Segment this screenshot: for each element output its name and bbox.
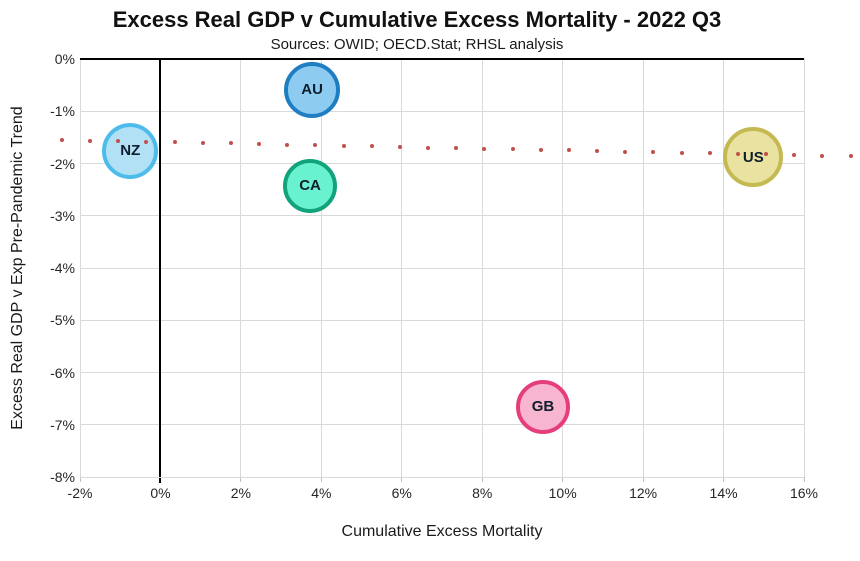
y-tick-label: -8% [50, 469, 75, 485]
x-tick-label: -2% [67, 485, 93, 501]
plot-area: NZ AU CA GB US [59, 58, 853, 483]
horizontal-gridline [80, 476, 804, 478]
trendline-dot [595, 148, 600, 153]
vertical-gridline [803, 59, 805, 477]
trendline-dot [369, 144, 374, 149]
x-tick-mark [642, 477, 644, 482]
bubble-label: CA [299, 177, 321, 195]
horizontal-gridline [80, 110, 804, 112]
y-tick-label: -6% [50, 364, 75, 381]
x-tick-label: 16% [789, 485, 819, 501]
trendline-dot [820, 153, 825, 158]
trendline-dot [257, 142, 262, 147]
bubble-NZ: NZ [102, 122, 159, 179]
trendline-dot [707, 151, 712, 156]
y-tick-label: -4% [50, 260, 75, 276]
y-tick-label: -3% [50, 207, 75, 224]
bubble-CA: CA [283, 158, 338, 213]
trendline-dot [764, 152, 769, 157]
y-tick-label: -7% [50, 416, 75, 433]
trendline-dot [116, 139, 121, 144]
bubble-label: US [742, 148, 764, 166]
x-tick-mark [723, 477, 725, 482]
x-zero-axis-line [159, 59, 162, 477]
x-tick-mark [562, 477, 564, 482]
horizontal-gridline [80, 215, 804, 217]
y-tick-label: 0% [54, 51, 75, 67]
x-tick-mark [803, 477, 805, 482]
trendline-dot [510, 147, 515, 152]
y-zero-axis-line [80, 58, 804, 60]
x-tick-mark [320, 477, 322, 482]
horizontal-gridline [80, 319, 804, 321]
x-tick-label: 14% [709, 485, 738, 501]
x-tick-label: 4% [311, 485, 332, 501]
trendline-dot [735, 151, 740, 156]
trendline-dot [397, 144, 402, 149]
trendline-dot [623, 149, 628, 154]
trendline-dot [651, 150, 656, 155]
y-tick-label: -1% [50, 103, 75, 120]
x-tick-label: 8% [472, 485, 493, 501]
horizontal-gridline [80, 267, 804, 269]
y-axis-title: Excess Real GDP v Exp Pre-Pandemic Trend [9, 106, 26, 430]
x-axis-title: Cumulative Excess Mortality [341, 523, 543, 540]
horizontal-gridline [80, 424, 804, 426]
trendline-dot [59, 137, 64, 142]
trendline-dot [482, 146, 487, 151]
trendline-dot [566, 148, 571, 153]
trendline-dot [679, 150, 684, 155]
x-tick-label: 0% [150, 485, 171, 501]
horizontal-gridline [80, 372, 804, 373]
trendline-dot [313, 143, 318, 148]
trendline-dot [848, 154, 853, 159]
trendline-dot [285, 142, 290, 147]
trendline-dot [426, 145, 431, 150]
bubble-label: GB [531, 398, 555, 416]
x-tick-label: 6% [391, 485, 412, 501]
trendline-dot [454, 146, 459, 151]
trendline-dot [88, 138, 93, 143]
x-tick-label: 2% [230, 485, 251, 501]
x-tick-label: 10% [548, 485, 577, 501]
chart-subtitle: Sources: OWID; OECD.Stat; RHSL analysis [270, 36, 564, 53]
trendline-dot [341, 143, 346, 148]
chart-title: Excess Real GDP v Cumulative Excess Mort… [112, 7, 722, 32]
bubble-US: US [723, 127, 784, 188]
bubble-label: AU [301, 81, 323, 99]
trendline-dot [200, 140, 205, 145]
trendline-dot [144, 139, 149, 144]
trendline-dot [538, 147, 543, 152]
trendline-dot [172, 140, 177, 145]
y-tick-label: -5% [50, 312, 75, 329]
bubble-label: NZ [120, 142, 141, 160]
x-tick-mark [401, 477, 403, 482]
horizontal-gridline [80, 163, 804, 164]
x-tick-mark [240, 477, 242, 482]
y-tick-label: -2% [50, 155, 75, 172]
bubble-AU: AU [284, 61, 341, 118]
x-tick-mark [79, 477, 81, 482]
x-tick-mark [159, 477, 162, 483]
trendline-dot [792, 153, 797, 158]
bubble-GB: GB [515, 379, 570, 434]
x-tick-label: 12% [629, 485, 658, 501]
trendline-dot [228, 141, 233, 146]
x-tick-mark [481, 477, 483, 482]
